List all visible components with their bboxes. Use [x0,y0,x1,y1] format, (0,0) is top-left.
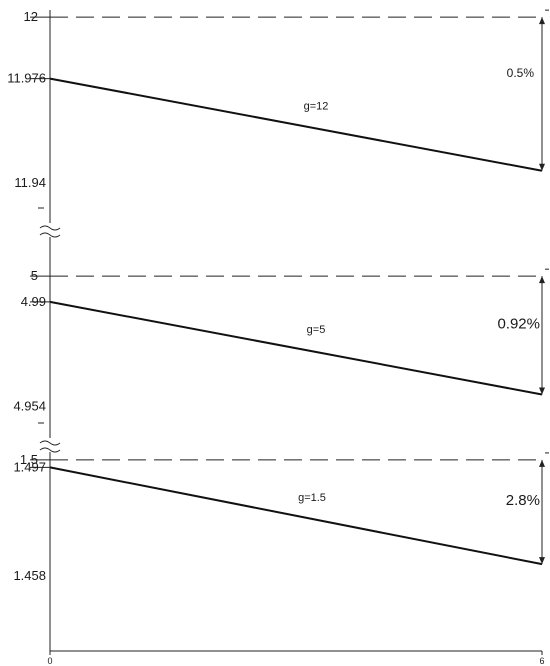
axis-break-curve-upper [39,225,61,231]
chart-panels: 12 11.976 11.94 g=12 0.5% 5 4.99 4.954 g=5 0.92% 1… [7,9,549,583]
percent-label: 0.5% [507,66,535,80]
axis-break-mark [38,422,61,453]
reference-label: 5 [31,268,38,283]
reference-label: 1.5 [20,452,38,467]
chart-frame [38,10,542,652]
end-value-label: 1.458 [13,568,46,583]
percent-arrow-head-top [539,17,545,25]
start-value-label: 11.976 [7,71,46,86]
series-name-label: g=5 [307,324,326,336]
axis-break-curve-upper [39,440,61,446]
series-name-label: g=1.5 [298,492,326,504]
x-tick-label: 6 [539,656,544,666]
axis-break-curve-lower [39,447,61,453]
percent-label: 2.8% [506,492,540,509]
percent-arrow-head-bottom [539,387,545,395]
panel-2: 5 4.99 4.954 g=5 0.92% [13,268,549,414]
reference-label: 12 [24,9,38,24]
percent-arrow-head-bottom [539,557,545,565]
axis-break-curve-lower [39,232,61,238]
panel-1: 12 11.976 11.94 g=12 0.5% [7,9,549,190]
series-line [49,466,543,566]
percent-arrow-head-top [539,459,545,467]
percent-arrow-head-bottom [539,163,545,171]
percent-arrow-head-top [539,276,545,284]
end-value-label: 11.94 [14,175,46,190]
start-value-label: 4.99 [21,294,46,309]
percent-label: 0.92% [497,315,540,332]
x-tick-label: 0 [47,656,52,666]
series-line [49,300,543,396]
axis-break-mark [38,207,61,238]
panel-3: 1.51.497 1.458 g=1.5 2.8% [13,452,549,583]
series-name-label: g=12 [304,101,329,113]
series-line [49,77,543,172]
end-value-label: 4.954 [13,399,46,414]
start-value-label: 1.497 [13,459,46,474]
